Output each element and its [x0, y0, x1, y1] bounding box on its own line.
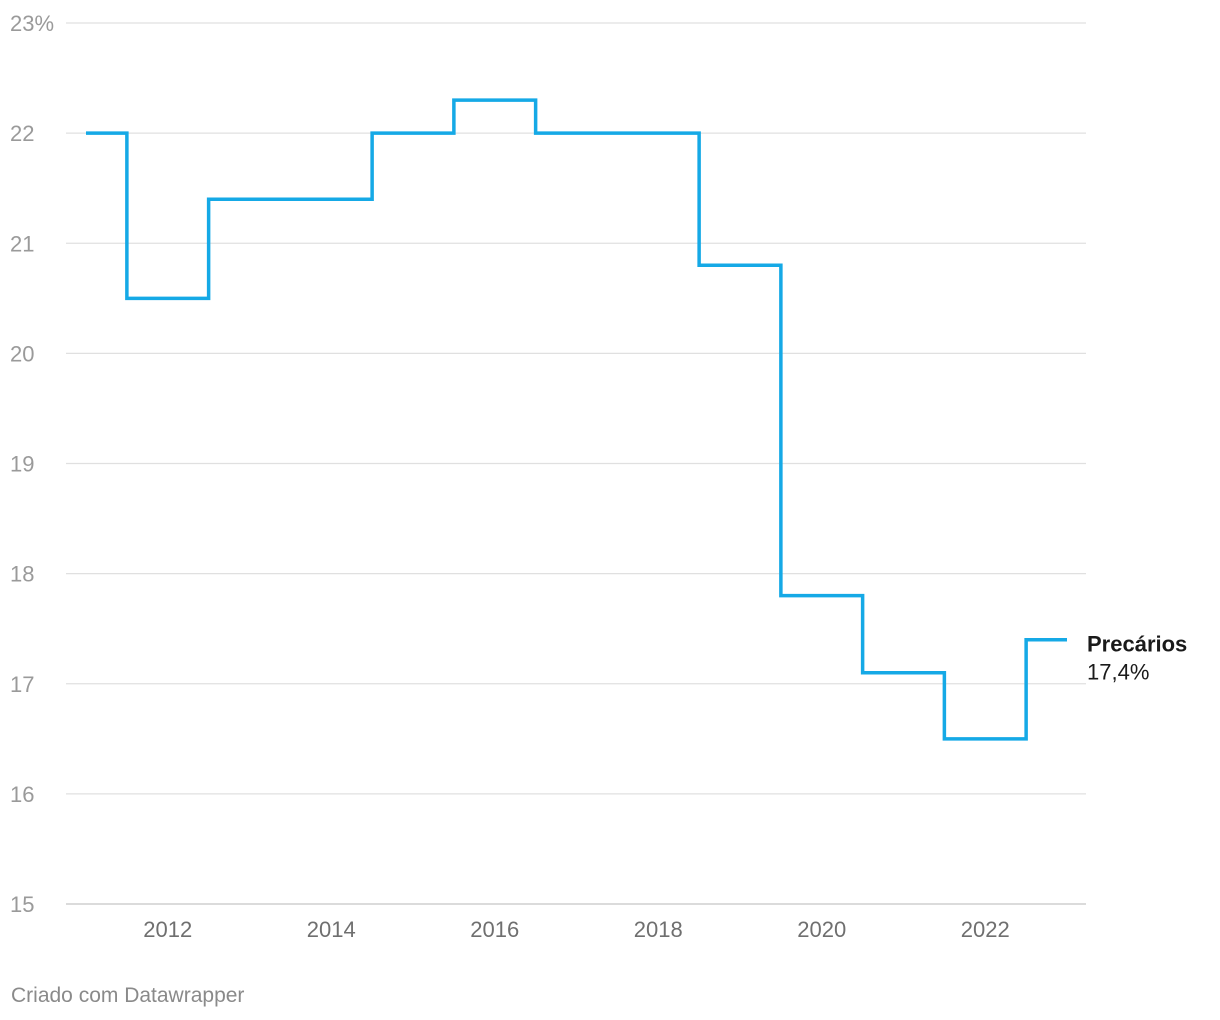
series-labels: Precários 17,4%	[1087, 632, 1187, 685]
x-tick-label: 2012	[143, 917, 192, 942]
series-name-label: Precários	[1087, 632, 1187, 657]
x-tick-label: 2018	[634, 917, 683, 942]
chart: 15 16 17 18 19 20 21 22 23% 2012 2014 2016 2018 2020…	[10, 11, 1187, 942]
x-tick-label: 2020	[797, 917, 846, 942]
y-tick-label: 19	[10, 452, 34, 477]
y-axis-ticks: 15 16 17 18 19 20 21 22 23%	[10, 11, 54, 917]
y-tick-label: 16	[10, 782, 34, 807]
series-line-0	[86, 98, 1067, 741]
y-tick-label: 15	[10, 892, 34, 917]
y-tick-label: 17	[10, 672, 34, 697]
x-tick-label: 2014	[307, 917, 356, 942]
y-tick-label: 18	[10, 562, 34, 587]
x-tick-label: 2022	[961, 917, 1010, 942]
x-axis-ticks: 2012 2014 2016 2018 2020 2022	[143, 917, 1009, 942]
y-tick-label: 23%	[10, 11, 54, 36]
credit-text: Criado com Datawrapper	[11, 984, 245, 1007]
y-tick-label: 22	[10, 121, 34, 146]
series-value-label: 17,4%	[1087, 660, 1149, 685]
grid	[66, 22, 1086, 905]
x-tick-label: 2016	[470, 917, 519, 942]
y-tick-label: 21	[10, 231, 34, 256]
y-tick-label: 20	[10, 341, 34, 366]
series-layer	[86, 98, 1067, 741]
